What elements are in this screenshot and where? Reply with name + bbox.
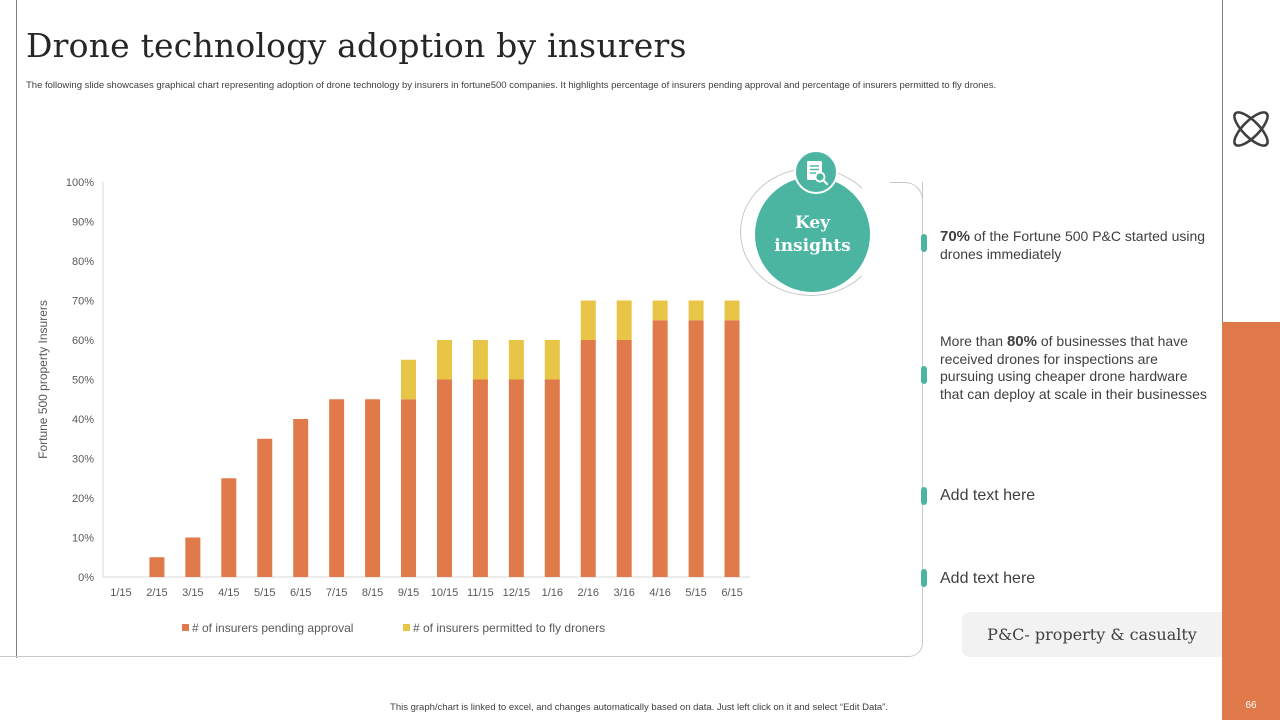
x-tick-label: 3/15 xyxy=(182,587,203,599)
document-search-icon xyxy=(794,150,838,194)
legend-swatch xyxy=(182,624,189,631)
insight-item-2: More than 80% of businesses that have re… xyxy=(940,333,1210,403)
x-tick-label: 12/15 xyxy=(503,587,531,599)
x-tick-label: 8/15 xyxy=(362,587,383,599)
x-tick-label: 9/15 xyxy=(398,587,419,599)
insight-item-3[interactable]: Add text here xyxy=(940,487,1036,504)
bar-pending-approval xyxy=(329,399,345,577)
bar-pending-approval xyxy=(544,379,560,577)
x-tick-label: 4/16 xyxy=(649,587,670,599)
bar-pending-approval xyxy=(401,399,417,577)
y-tick-label: 90% xyxy=(72,217,94,229)
y-tick-label: 0% xyxy=(78,572,94,584)
x-tick-label: 7/15 xyxy=(326,587,347,599)
bar-pending-approval xyxy=(652,320,668,577)
bar-permitted-to-fly xyxy=(580,300,596,340)
insight-item-1: 70% of the Fortune 500 P&C started using… xyxy=(940,228,1210,263)
pc-label-box: P&C- property & casualty xyxy=(962,612,1222,657)
y-axis-title: Fortune 500 property Insurers xyxy=(36,300,50,459)
bar-pending-approval xyxy=(580,340,596,577)
x-tick-label: 1/15 xyxy=(110,587,131,599)
pc-label: P&C- property & casualty xyxy=(987,625,1197,644)
bar-permitted-to-fly xyxy=(436,340,452,380)
stacked-bar-chart[interactable]: 0% 10% 20% 30% 40% 50% 60% 70% 80% 90% 100% Fortune… xyxy=(30,170,760,650)
legend-swatch xyxy=(403,624,410,631)
insight-prefix: More than xyxy=(940,333,1007,349)
x-tick-label: 2/16 xyxy=(578,587,599,599)
insight-highlight: 70% xyxy=(940,228,971,245)
x-tick-label: 2/15 xyxy=(146,587,167,599)
x-tick-label: 6/15 xyxy=(721,587,742,599)
bar-pending-approval xyxy=(221,478,237,577)
bar-permitted-to-fly xyxy=(472,340,488,380)
page-subtitle: The following slide showcases graphical … xyxy=(26,80,997,91)
right-strip-top xyxy=(1222,0,1280,322)
x-tick-label: 1/16 xyxy=(542,587,563,599)
y-tick-label: 70% xyxy=(72,296,94,308)
legend-label: # of insurers pending approval xyxy=(192,621,353,635)
bar-pending-approval xyxy=(365,399,381,577)
bar-pending-approval xyxy=(436,379,452,577)
bar-permitted-to-fly xyxy=(544,340,560,380)
x-tick-label: 5/15 xyxy=(254,587,275,599)
y-tick-label: 100% xyxy=(66,177,94,189)
insight-highlight: 80% xyxy=(1006,333,1037,350)
bar-permitted-to-fly xyxy=(688,300,704,321)
insight-text: of businesses that have received drones … xyxy=(940,333,1207,402)
chart-frame xyxy=(0,182,923,657)
frame-connector xyxy=(890,182,923,243)
key-insights-badge: Key insights xyxy=(755,177,870,292)
x-tick-label: 10/15 xyxy=(431,587,459,599)
y-tick-label: 50% xyxy=(72,375,94,387)
x-tick-label: 11/15 xyxy=(467,587,494,599)
footer-note: This graph/chart is linked to excel, and… xyxy=(390,702,888,713)
bar-permitted-to-fly xyxy=(652,300,668,321)
bar-pending-approval xyxy=(185,537,201,577)
bar-pending-approval xyxy=(616,340,632,577)
page-number: 66 xyxy=(1245,700,1257,711)
bar-pending-approval xyxy=(508,379,524,577)
y-tick-label: 40% xyxy=(72,414,94,426)
y-tick-label: 20% xyxy=(72,493,94,505)
insight-marker xyxy=(921,234,927,252)
x-tick-label: 6/15 xyxy=(290,587,311,599)
x-tick-label: 3/16 xyxy=(613,587,634,599)
x-tick-label: 4/15 xyxy=(218,587,239,599)
bar-pending-approval xyxy=(472,379,488,577)
left-rule xyxy=(16,0,17,658)
bar-pending-approval xyxy=(149,557,165,577)
atom-icon xyxy=(1233,111,1269,147)
insight-item-4[interactable]: Add text here xyxy=(940,570,1036,587)
bar-permitted-to-fly xyxy=(401,359,417,400)
y-tick-label: 60% xyxy=(72,335,94,347)
insight-text: of the Fortune 500 P&C started using dro… xyxy=(940,228,1206,262)
bar-permitted-to-fly xyxy=(508,340,524,380)
bar-permitted-to-fly xyxy=(616,300,632,340)
y-tick-label: 30% xyxy=(72,454,94,466)
x-tick-label: 5/15 xyxy=(685,587,706,599)
bar-pending-approval xyxy=(257,438,273,577)
bar-pending-approval xyxy=(724,320,740,577)
y-tick-label: 80% xyxy=(72,256,94,268)
legend-label: # of insurers permitted to fly droners xyxy=(413,621,605,635)
insight-marker xyxy=(921,569,927,587)
key-insights-label: Key insights xyxy=(774,212,851,256)
y-tick-label: 10% xyxy=(72,533,94,545)
right-strip-bottom xyxy=(1222,322,1280,720)
bar-pending-approval xyxy=(293,419,309,577)
bar-permitted-to-fly xyxy=(724,300,740,321)
bar-pending-approval xyxy=(688,320,704,577)
page-title: Drone technology adoption by insurers xyxy=(26,26,687,65)
insight-marker xyxy=(921,366,927,384)
insight-marker xyxy=(921,487,927,505)
